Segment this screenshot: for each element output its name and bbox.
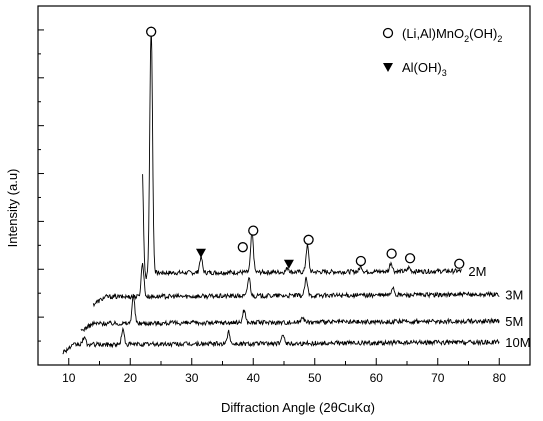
series-group: 2M 3M 5M 10M — [62, 26, 531, 355]
x-tick-label: 20 — [124, 371, 138, 385]
peak-circle-marker — [237, 242, 248, 253]
x-tick-label: 30 — [185, 371, 199, 385]
peak-circle-marker — [248, 225, 259, 236]
peak-circle-marker — [355, 255, 367, 267]
series-label-10M: 10M — [505, 335, 530, 350]
x-tick-label: 80 — [493, 371, 507, 385]
legend-label-lialmno2: (Li,Al)MnO2(OH)2 — [402, 26, 502, 44]
legend: (Li,Al)MnO2(OH)2 Al(OH)3 — [382, 26, 502, 78]
series-label-2M: 2M — [468, 264, 486, 279]
series-label-3M: 3M — [505, 287, 523, 302]
x-tick-label: 60 — [370, 371, 384, 385]
peak-circle-marker — [146, 26, 157, 37]
peak-circle-marker — [404, 253, 416, 264]
series-label-5M: 5M — [505, 314, 523, 329]
peak-triangle-marker — [283, 259, 294, 269]
x-tick-label: 50 — [308, 371, 322, 385]
peak-circle-marker — [303, 234, 314, 245]
x-tick-label: 10 — [62, 371, 76, 385]
series-line-2M — [142, 26, 462, 279]
peak-triangle-marker — [195, 248, 206, 258]
peak-markers — [146, 26, 465, 269]
peak-circle-marker — [454, 258, 465, 269]
y-axis-label: Intensity (a.u) — [5, 169, 20, 248]
series-line-10M — [62, 326, 500, 355]
x-tick-label: 70 — [431, 371, 445, 385]
axis-ticks: 10 20 30 40 50 60 70 80 — [37, 29, 531, 385]
axes — [37, 5, 531, 366]
x-tick-label: 40 — [247, 371, 261, 385]
x-axis-label: Diffraction Angle (2θCuKα) — [221, 400, 375, 415]
series-line-3M — [92, 263, 500, 308]
series-line-5M — [80, 293, 500, 333]
legend-triangle-icon — [383, 63, 393, 72]
peak-circle-marker — [386, 248, 397, 259]
legend-label-aloh3: Al(OH)3 — [402, 60, 447, 78]
legend-circle-icon — [382, 27, 394, 39]
plot-frame — [37, 5, 531, 366]
